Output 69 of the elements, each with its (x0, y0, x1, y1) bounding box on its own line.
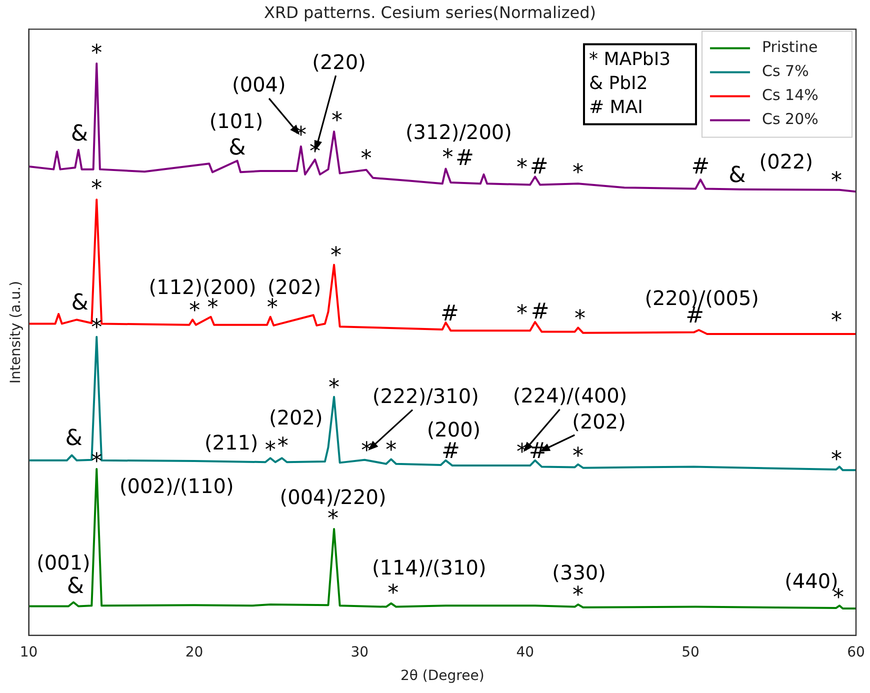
annotation: * (264, 438, 276, 463)
annotation: (312)/200) (405, 120, 512, 144)
annotation: # (528, 439, 548, 464)
x-tick-label: 10 (20, 644, 38, 660)
y-axis-title: Intensity (a.u.) (8, 280, 24, 384)
legend-label: Pristine (762, 38, 818, 56)
annotation: & (728, 163, 746, 188)
annotation: * (572, 444, 584, 470)
annotation: * (328, 506, 339, 532)
annotation: (004)/220) (280, 485, 386, 510)
x-tick-label: 30 (350, 644, 369, 660)
annotation: # (530, 300, 550, 325)
annotation: (202) (572, 410, 626, 434)
annotation: * (328, 376, 340, 401)
annotation: (004) (232, 72, 286, 97)
annotation: (022) (759, 150, 814, 174)
annotation: (224)/(400) (512, 384, 628, 408)
annotation: * (572, 583, 584, 608)
annotation: * (442, 145, 454, 170)
x-tick-label: 50 (682, 644, 700, 660)
annotation: * (516, 155, 528, 180)
x-axis-title: 2θ (Degree) (400, 668, 484, 684)
annotation: & (66, 574, 84, 599)
annotation: * (91, 41, 102, 66)
annotation: # (441, 439, 460, 464)
annotation: # MAI (589, 96, 643, 118)
annotation: * (330, 244, 342, 269)
chart-title: XRD patterns. Cesium series(Normalized) (264, 2, 596, 22)
legend-label: Cs 20% (762, 110, 818, 128)
annotation: * (830, 168, 842, 194)
annotation: * (574, 306, 586, 332)
annotation: * (277, 434, 288, 459)
annotation: (330) (552, 560, 606, 585)
annotation: (222)/310) (372, 384, 479, 408)
annotation: # (440, 301, 459, 326)
annotation: (200) (426, 418, 481, 442)
annotation: * (830, 308, 842, 334)
annotation: * (388, 581, 399, 606)
annotation: (001) (36, 550, 90, 574)
annotation: * MAPbI3 (589, 48, 671, 70)
annotation: * (91, 316, 102, 341)
annotation: * (572, 160, 584, 186)
annotation: (114)/(310) (372, 556, 486, 580)
annotation: * (386, 438, 397, 463)
annotation: * (91, 450, 102, 475)
annotation: (101) (209, 108, 264, 133)
annotation: * (91, 176, 102, 202)
annotation: & (65, 426, 82, 451)
annotation: & (71, 290, 88, 316)
x-tick-label: 60 (847, 644, 865, 660)
annotation: * (332, 108, 343, 134)
annotation: (211) (204, 430, 258, 454)
annotation: (202) (269, 405, 323, 430)
x-tick-label: 20 (185, 644, 204, 660)
annotation: (220) (312, 50, 366, 74)
annotation: * (189, 298, 200, 324)
legend-label: Cs 7% (762, 62, 809, 80)
annotation: * (516, 302, 528, 327)
legend-label: Cs 14% (762, 86, 818, 104)
annotation: * (360, 146, 372, 172)
annotation: * (830, 447, 842, 472)
annotation: & PbI2 (589, 72, 648, 94)
annotation: # (530, 154, 548, 180)
x-tick-label: 40 (516, 644, 534, 660)
annotation: # (456, 146, 474, 172)
annotation: & (228, 135, 246, 160)
annotation: & (70, 122, 88, 147)
annotation: (002)/(110) (119, 474, 234, 498)
annotation: # (691, 154, 710, 180)
